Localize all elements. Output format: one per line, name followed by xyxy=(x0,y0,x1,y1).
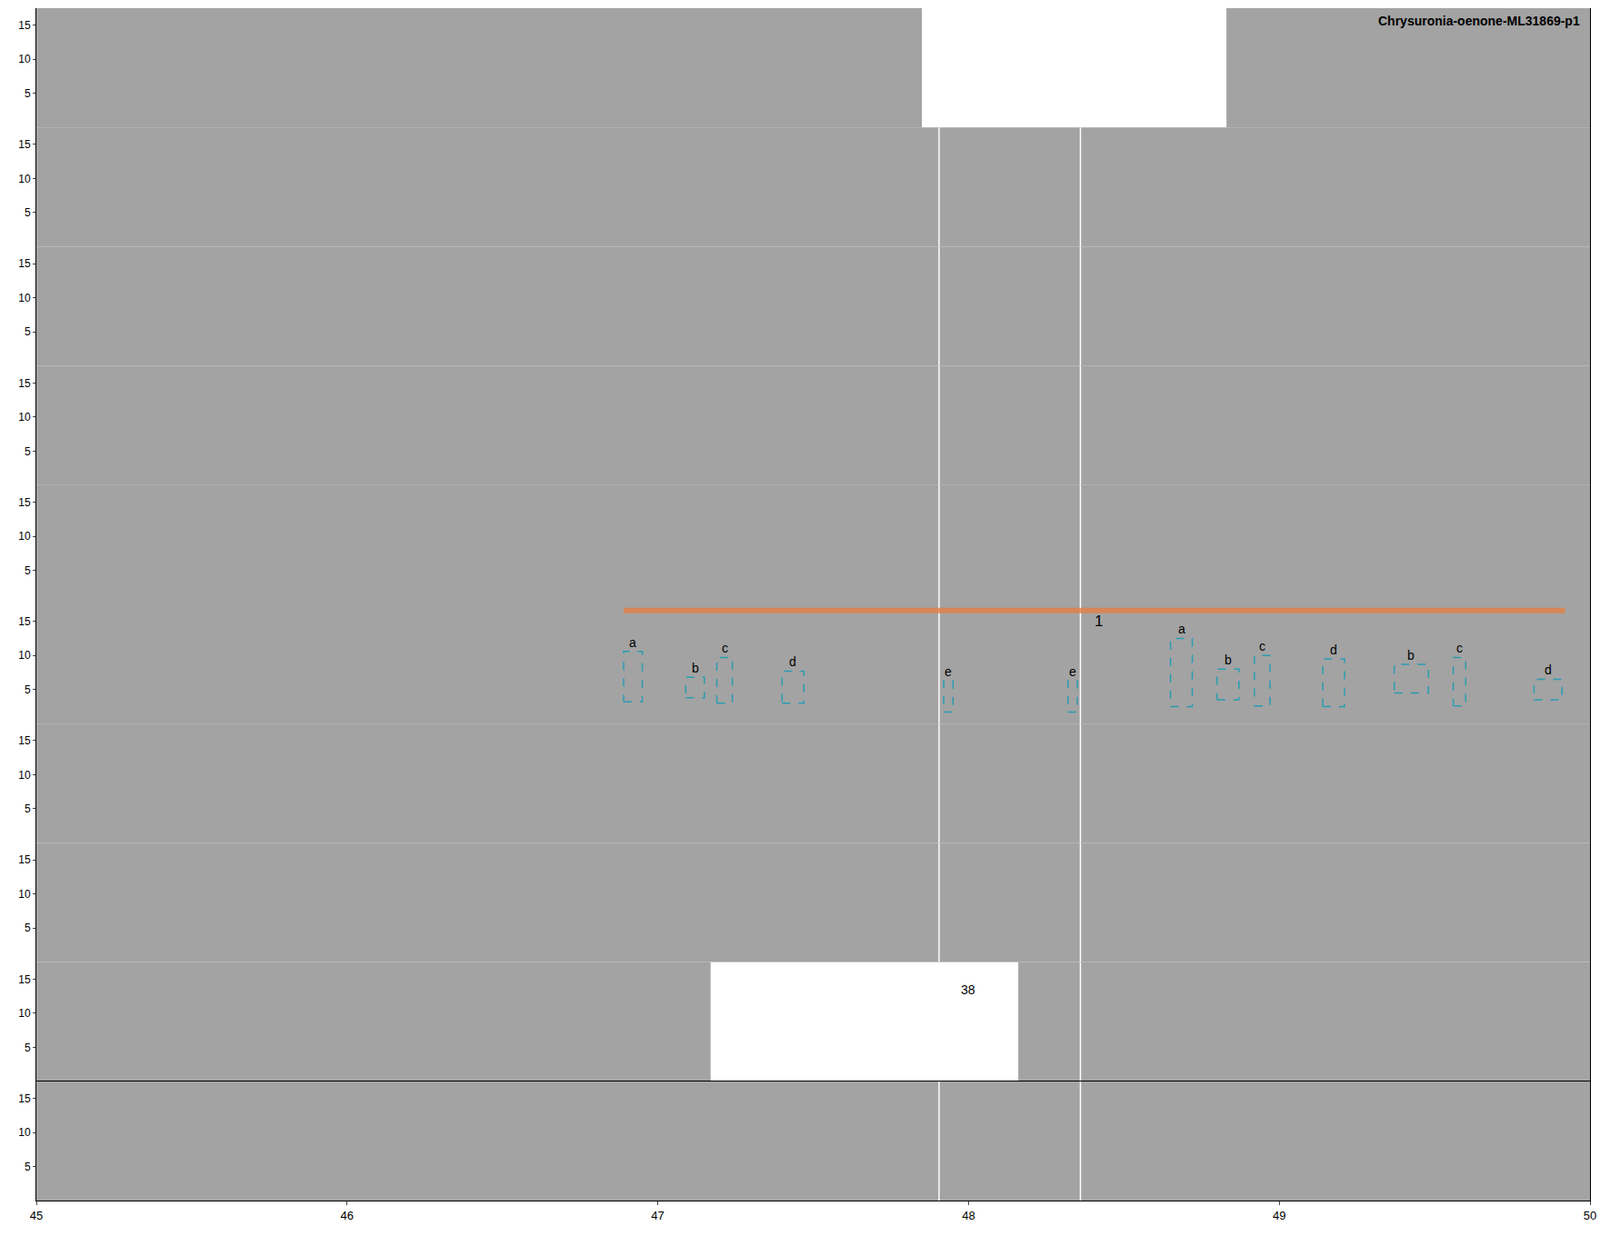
svg-text:45: 45 xyxy=(30,1209,43,1223)
svg-text:5: 5 xyxy=(24,802,31,816)
svg-text:15: 15 xyxy=(18,496,31,510)
svg-text:48: 48 xyxy=(961,1209,975,1223)
svg-text:Chrysuronia-oenone-ML31869-p1: Chrysuronia-oenone-ML31869-p1 xyxy=(1378,13,1580,29)
svg-text:10: 10 xyxy=(18,769,31,782)
svg-text:c: c xyxy=(721,640,729,656)
svg-text:a: a xyxy=(629,635,637,650)
svg-text:5: 5 xyxy=(24,1041,31,1055)
svg-text:10: 10 xyxy=(18,172,31,186)
svg-text:10: 10 xyxy=(18,52,31,66)
svg-text:46: 46 xyxy=(340,1209,354,1223)
svg-text:c: c xyxy=(1259,639,1266,654)
svg-text:10: 10 xyxy=(18,530,31,543)
svg-text:d: d xyxy=(1330,642,1338,658)
svg-text:c: c xyxy=(1456,640,1463,656)
svg-text:5: 5 xyxy=(24,87,31,100)
svg-text:15: 15 xyxy=(18,138,31,151)
svg-text:1: 1 xyxy=(1094,612,1103,630)
svg-text:15: 15 xyxy=(18,973,31,987)
svg-text:a: a xyxy=(1178,621,1186,637)
svg-text:10: 10 xyxy=(18,649,31,662)
svg-text:d: d xyxy=(789,654,797,670)
svg-text:d: d xyxy=(1544,662,1552,678)
svg-text:47: 47 xyxy=(650,1209,664,1223)
svg-text:10: 10 xyxy=(18,888,31,901)
svg-text:38: 38 xyxy=(960,982,976,998)
svg-text:15: 15 xyxy=(18,853,31,867)
svg-text:49: 49 xyxy=(1272,1209,1286,1223)
svg-text:5: 5 xyxy=(24,1160,31,1174)
svg-text:15: 15 xyxy=(18,615,31,629)
svg-text:10: 10 xyxy=(18,291,31,305)
svg-text:15: 15 xyxy=(18,734,31,748)
svg-text:e: e xyxy=(1069,664,1077,680)
svg-text:5: 5 xyxy=(24,206,31,220)
svg-text:5: 5 xyxy=(24,445,31,459)
svg-text:10: 10 xyxy=(18,410,31,424)
svg-text:15: 15 xyxy=(18,257,31,270)
svg-text:b: b xyxy=(1224,652,1232,668)
svg-text:5: 5 xyxy=(24,683,31,697)
svg-text:b: b xyxy=(1407,648,1415,663)
svg-text:50: 50 xyxy=(1583,1209,1597,1223)
svg-text:15: 15 xyxy=(18,1092,31,1106)
svg-text:5: 5 xyxy=(24,325,31,339)
svg-text:e: e xyxy=(944,664,952,680)
svg-text:b: b xyxy=(691,660,700,676)
svg-text:10: 10 xyxy=(18,1007,31,1020)
svg-text:15: 15 xyxy=(18,19,31,32)
svg-text:5: 5 xyxy=(24,564,31,578)
svg-text:10: 10 xyxy=(18,1126,31,1140)
svg-text:15: 15 xyxy=(18,377,31,390)
svg-text:5: 5 xyxy=(24,921,31,935)
